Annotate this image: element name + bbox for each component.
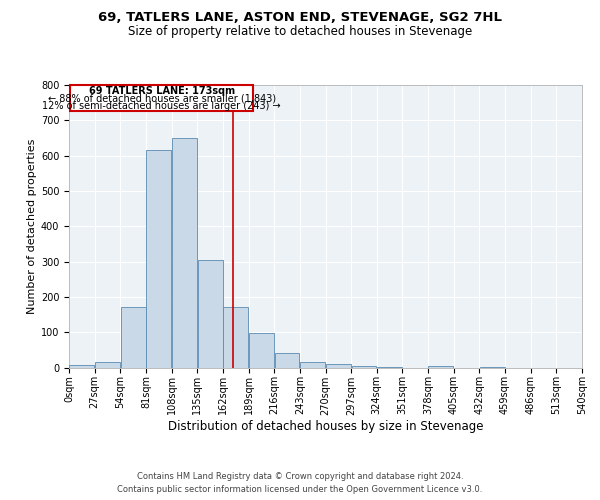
Bar [172,138,197,368]
Text: 12% of semi-detached houses are larger (243) →: 12% of semi-detached houses are larger (… [43,100,281,110]
Bar [197,260,223,368]
Bar [121,308,146,368]
Bar [480,367,505,368]
Bar [275,352,299,368]
Y-axis label: Number of detached properties: Number of detached properties [26,138,37,314]
Bar [70,364,94,368]
Text: ← 88% of detached houses are smaller (1,843): ← 88% of detached houses are smaller (1,… [47,93,275,103]
Text: 69 TATLERS LANE: 173sqm: 69 TATLERS LANE: 173sqm [89,86,235,96]
Text: Size of property relative to detached houses in Stevenage: Size of property relative to detached ho… [128,25,472,38]
Text: 69, TATLERS LANE, ASTON END, STEVENAGE, SG2 7HL: 69, TATLERS LANE, ASTON END, STEVENAGE, … [98,11,502,24]
Bar [326,364,351,368]
Bar [352,366,376,368]
Bar [428,366,454,368]
Bar [249,333,274,368]
Bar [146,150,171,368]
Bar [223,308,248,368]
Bar [377,367,402,368]
FancyBboxPatch shape [70,85,253,112]
Text: Contains HM Land Registry data © Crown copyright and database right 2024.
Contai: Contains HM Land Registry data © Crown c… [118,472,482,494]
X-axis label: Distribution of detached houses by size in Stevenage: Distribution of detached houses by size … [168,420,483,433]
Bar [95,362,120,368]
Bar [300,362,325,368]
